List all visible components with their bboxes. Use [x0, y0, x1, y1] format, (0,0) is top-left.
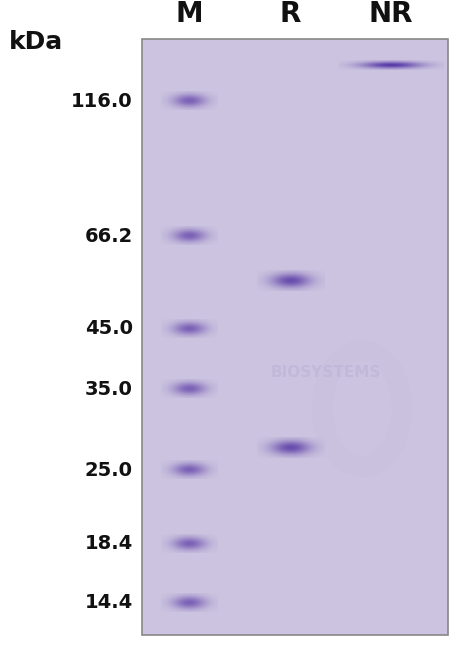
Text: M: M: [176, 0, 203, 28]
Text: 35.0: 35.0: [85, 380, 133, 399]
Text: 116.0: 116.0: [71, 91, 133, 111]
Text: R: R: [279, 0, 301, 28]
Text: 45.0: 45.0: [85, 319, 133, 338]
Bar: [142, 39, 448, 635]
Text: 14.4: 14.4: [85, 593, 133, 612]
Text: 66.2: 66.2: [85, 226, 133, 245]
Text: 18.4: 18.4: [85, 534, 133, 553]
Text: kDa: kDa: [9, 30, 63, 53]
Text: NR: NR: [369, 0, 414, 28]
Text: BIOSYSTEMS: BIOSYSTEMS: [270, 365, 381, 380]
Text: 25.0: 25.0: [85, 461, 133, 480]
